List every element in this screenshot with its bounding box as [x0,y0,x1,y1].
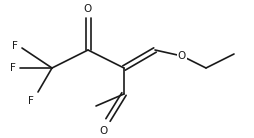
Text: F: F [12,41,18,51]
Text: F: F [10,63,16,73]
Text: O: O [100,126,108,136]
Text: O: O [84,4,92,14]
Text: O: O [178,51,186,61]
Text: F: F [28,96,34,106]
